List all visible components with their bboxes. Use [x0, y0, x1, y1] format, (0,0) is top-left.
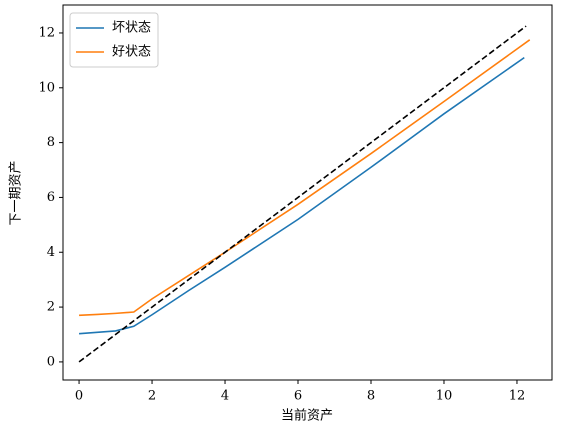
- x-tick-label: 12: [509, 389, 526, 404]
- series-line: [78, 25, 527, 363]
- y-tick-label: 12: [38, 25, 55, 40]
- x-tick-label: 6: [294, 389, 302, 404]
- plot-frame: [62, 4, 553, 381]
- legend-box: [69, 12, 159, 68]
- y-tick-label: 10: [38, 80, 55, 95]
- legend-label: 坏状态: [112, 21, 151, 36]
- x-tick-label: 4: [221, 389, 229, 404]
- x-tick-label: 8: [367, 389, 375, 404]
- y-axis-label: 下一期资产: [9, 160, 24, 225]
- series-line: [78, 56, 525, 335]
- y-tick-label: 2: [47, 300, 55, 315]
- x-tick-label: 0: [75, 389, 83, 404]
- legend-label: 好状态: [112, 45, 151, 60]
- x-tick-label: 2: [148, 389, 156, 404]
- y-tick-label: 8: [47, 135, 55, 150]
- series-line: [79, 39, 531, 317]
- y-tick-label: 6: [47, 190, 55, 205]
- x-tick-label: 10: [436, 389, 453, 404]
- y-tick-label: 4: [47, 245, 55, 260]
- y-tick-label: 0: [47, 354, 55, 369]
- x-axis-label: 当前资产: [281, 408, 333, 424]
